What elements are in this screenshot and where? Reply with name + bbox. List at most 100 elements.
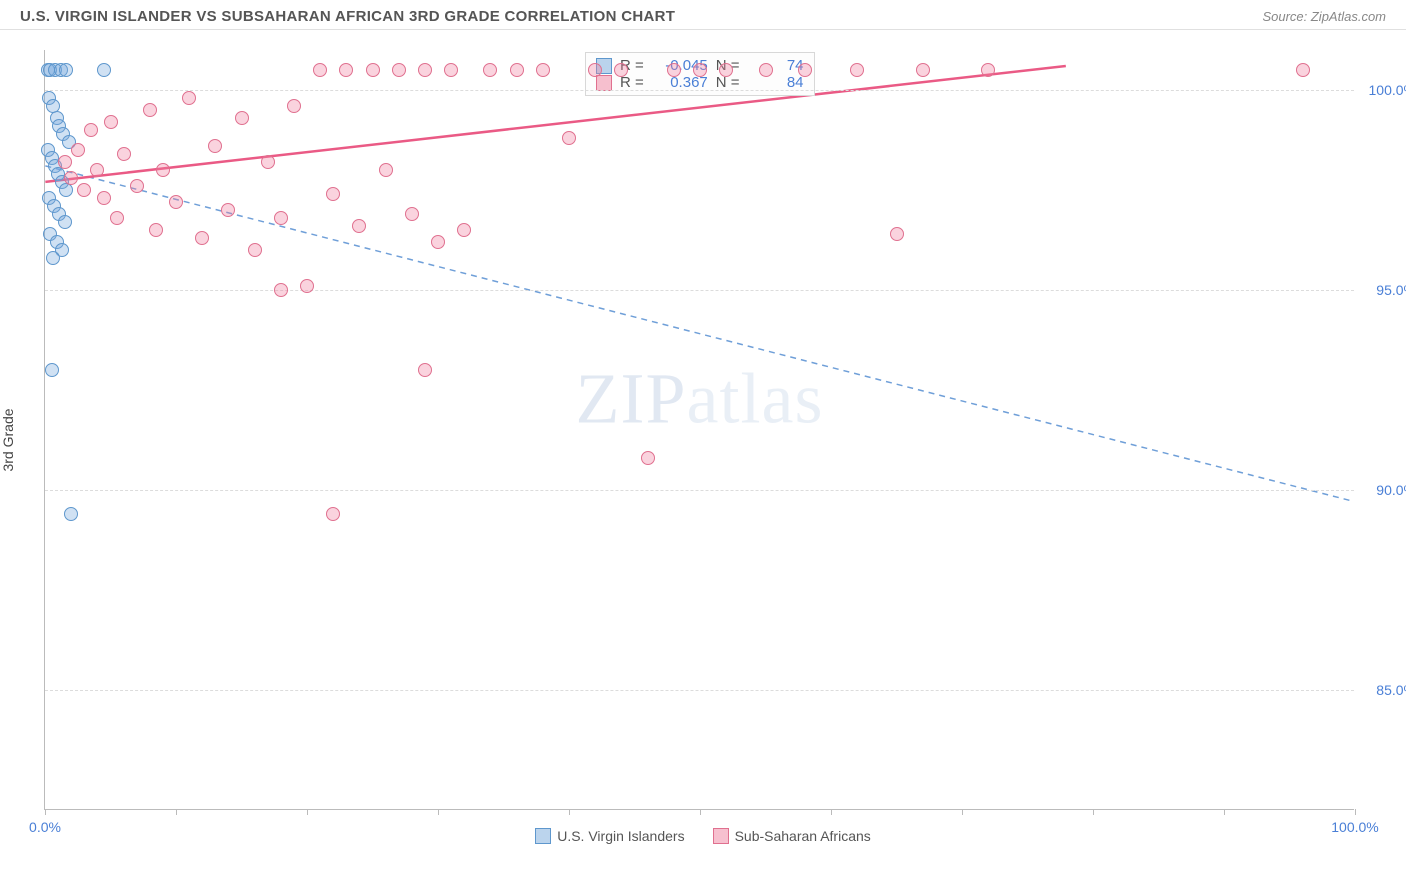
x-tick-mark — [307, 809, 308, 815]
data-point — [352, 219, 366, 233]
swatch-a-icon — [535, 828, 551, 844]
data-point — [235, 111, 249, 125]
gridline — [45, 690, 1354, 691]
data-point — [798, 63, 812, 77]
plot-region: ZIPatlas R = -0.045 N = 74 R = 0.367 N =… — [44, 50, 1354, 810]
data-point — [300, 279, 314, 293]
data-point — [261, 155, 275, 169]
data-point — [405, 207, 419, 221]
y-tick-label: 90.0% — [1360, 482, 1406, 498]
data-point — [418, 63, 432, 77]
data-point — [392, 63, 406, 77]
data-point — [117, 147, 131, 161]
data-point — [366, 63, 380, 77]
data-point — [890, 227, 904, 241]
data-point — [510, 63, 524, 77]
x-tick-mark — [45, 809, 46, 815]
data-point — [981, 63, 995, 77]
data-point — [208, 139, 222, 153]
data-point — [614, 63, 628, 77]
data-point — [562, 131, 576, 145]
y-tick-label: 95.0% — [1360, 282, 1406, 298]
data-point — [97, 63, 111, 77]
data-point — [195, 231, 209, 245]
swatch-b-icon — [713, 828, 729, 844]
data-point — [143, 103, 157, 117]
data-point — [759, 63, 773, 77]
data-point — [58, 155, 72, 169]
data-point — [287, 99, 301, 113]
x-tick-mark — [569, 809, 570, 815]
watermark-main: ZIP — [576, 359, 687, 439]
data-point — [916, 63, 930, 77]
series-legend: U.S. Virgin Islanders Sub-Saharan Africa… — [0, 828, 1406, 844]
data-point — [850, 63, 864, 77]
data-point — [326, 507, 340, 521]
data-point — [64, 507, 78, 521]
legend-label-a: U.S. Virgin Islanders — [557, 828, 684, 844]
data-point — [536, 63, 550, 77]
data-point — [326, 187, 340, 201]
gridline — [45, 90, 1354, 91]
data-point — [169, 195, 183, 209]
trend-lines — [45, 50, 1354, 809]
data-point — [418, 363, 432, 377]
y-tick-label: 100.0% — [1360, 82, 1406, 98]
data-point — [667, 63, 681, 77]
data-point — [339, 63, 353, 77]
swatch-b-icon — [596, 75, 612, 91]
data-point — [588, 63, 602, 77]
data-point — [149, 223, 163, 237]
data-point — [719, 63, 733, 77]
data-point — [59, 63, 73, 77]
x-tick-mark — [1355, 809, 1356, 815]
x-tick-mark — [831, 809, 832, 815]
data-point — [274, 283, 288, 297]
legend-item-b: Sub-Saharan Africans — [713, 828, 871, 844]
n-value-b: 84 — [748, 74, 804, 91]
legend-item-a: U.S. Virgin Islanders — [535, 828, 684, 844]
data-point — [431, 235, 445, 249]
x-tick-mark — [962, 809, 963, 815]
data-point — [1296, 63, 1310, 77]
x-tick-mark — [438, 809, 439, 815]
data-point — [104, 115, 118, 129]
data-point — [444, 63, 458, 77]
data-point — [84, 123, 98, 137]
data-point — [156, 163, 170, 177]
data-point — [71, 143, 85, 157]
chart-area: 3rd Grade ZIPatlas R = -0.045 N = 74 R =… — [0, 30, 1406, 850]
gridline — [45, 290, 1354, 291]
data-point — [182, 91, 196, 105]
data-point — [693, 63, 707, 77]
x-tick-mark — [1093, 809, 1094, 815]
x-tick-mark — [1224, 809, 1225, 815]
data-point — [130, 179, 144, 193]
n-value-a: 74 — [748, 57, 804, 74]
data-point — [641, 451, 655, 465]
data-point — [64, 171, 78, 185]
gridline — [45, 490, 1354, 491]
data-point — [90, 163, 104, 177]
y-tick-label: 85.0% — [1360, 682, 1406, 698]
data-point — [77, 183, 91, 197]
source-label: Source: ZipAtlas.com — [1262, 9, 1386, 24]
trend-line — [45, 66, 1065, 182]
data-point — [45, 363, 59, 377]
legend-label-b: Sub-Saharan Africans — [735, 828, 871, 844]
data-point — [457, 223, 471, 237]
data-point — [221, 203, 235, 217]
watermark-sub: atlas — [687, 359, 824, 439]
chart-title: U.S. VIRGIN ISLANDER VS SUBSAHARAN AFRIC… — [20, 8, 675, 25]
x-tick-mark — [176, 809, 177, 815]
x-tick-mark — [700, 809, 701, 815]
data-point — [248, 243, 262, 257]
data-point — [379, 163, 393, 177]
data-point — [59, 183, 73, 197]
data-point — [483, 63, 497, 77]
data-point — [274, 211, 288, 225]
data-point — [97, 191, 111, 205]
data-point — [58, 215, 72, 229]
chart-header: U.S. VIRGIN ISLANDER VS SUBSAHARAN AFRIC… — [0, 0, 1406, 30]
data-point — [46, 251, 60, 265]
